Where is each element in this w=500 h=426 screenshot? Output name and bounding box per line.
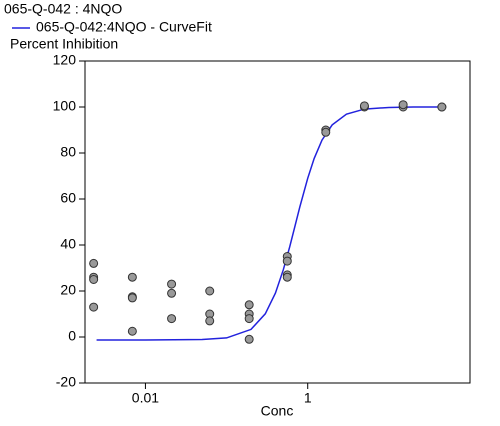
chart-title: 065-Q-042 : 4NQO (4, 1, 122, 17)
data-point (205, 316, 215, 326)
data-point (244, 334, 254, 344)
data-point (167, 314, 177, 324)
plot-frame (84, 60, 471, 384)
y-tick-label: 60 (60, 190, 76, 206)
data-point (127, 326, 137, 336)
y-tick-label: 120 (53, 52, 77, 68)
legend-label: 065-Q-042:4NQO - CurveFit (36, 19, 212, 35)
y-axis-label: Percent Inhibition (10, 36, 118, 52)
data-point (359, 101, 369, 111)
data-point (398, 100, 408, 110)
curve-fit (96, 106, 442, 341)
data-point (89, 275, 99, 284)
y-tick-label: 20 (60, 282, 76, 298)
data-point (89, 258, 99, 268)
y-tick-label: 80 (60, 144, 76, 160)
y-tick-label: 0 (68, 328, 76, 344)
y-tick-label: -20 (56, 374, 76, 390)
x-tick-label: 0.01 (132, 390, 159, 406)
data-point (282, 272, 292, 282)
data-point (127, 272, 137, 282)
data-point (167, 279, 177, 289)
data-point (89, 302, 99, 312)
data-point (167, 288, 177, 298)
data-point (127, 293, 137, 303)
data-point (437, 102, 447, 112)
y-tick-label: 100 (53, 98, 77, 114)
x-axis-label: Conc (261, 403, 294, 419)
x-tick-label: 1 (304, 390, 312, 406)
data-point (244, 300, 254, 310)
y-tick-label: 40 (60, 236, 76, 252)
data-point (244, 314, 254, 324)
data-point (282, 256, 292, 266)
data-point (321, 127, 331, 137)
data-point (205, 286, 215, 296)
